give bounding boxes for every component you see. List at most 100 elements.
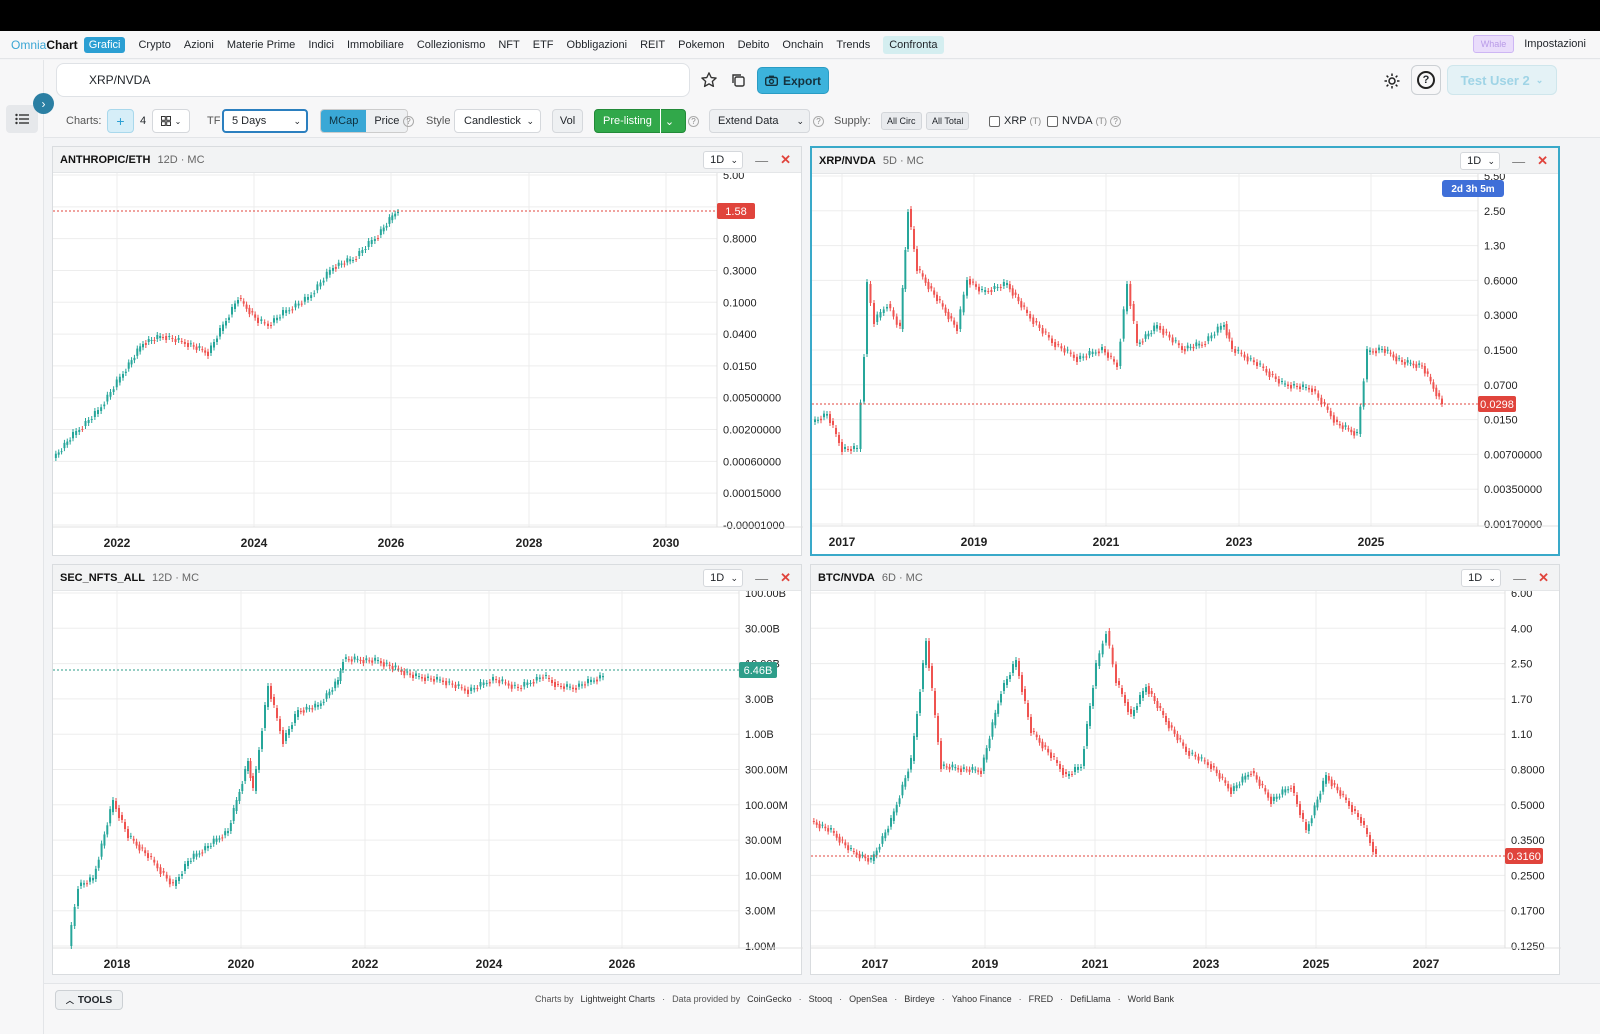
close-icon[interactable]: ✕: [780, 152, 791, 167]
candle-body: [276, 317, 278, 321]
credit-link[interactable]: Lightweight Charts: [580, 994, 656, 1004]
nav-item-indici[interactable]: Indici: [308, 38, 334, 51]
candle-body: [1144, 334, 1147, 339]
candle-body: [1234, 349, 1237, 353]
credit-link[interactable]: OpenSea: [849, 994, 888, 1004]
nav-item-debito[interactable]: Debito: [737, 38, 770, 51]
credit-link[interactable]: Yahoo Finance: [951, 994, 1012, 1004]
sidebar-expand-button[interactable]: ›: [33, 93, 54, 114]
candle-body: [1186, 345, 1189, 349]
help-button[interactable]: ?: [1411, 65, 1441, 95]
candle-body: [207, 351, 209, 356]
symbol-search-input[interactable]: XRP/NVDA: [56, 63, 690, 97]
credit-link[interactable]: FRED: [1028, 994, 1054, 1004]
y-tick-label: 0.00170000: [1484, 519, 1542, 531]
candle-body: [204, 846, 207, 851]
close-icon[interactable]: ✕: [1538, 570, 1549, 585]
nav-item-grafici[interactable]: Grafici: [83, 36, 126, 53]
chart-panel-1[interactable]: ANTHROPIC/ETH 12D · MC 1D⌄ — ✕ 5.002.000…: [52, 146, 803, 557]
volume-toggle[interactable]: Vol: [552, 109, 583, 133]
nav-item-onchain[interactable]: Onchain: [782, 38, 824, 51]
favorite-star-icon[interactable]: [699, 70, 719, 90]
countdown-label: 2d 3h 5m: [1451, 184, 1494, 195]
nav-item-obbligazioni[interactable]: Obbligazioni: [566, 38, 628, 51]
chart-timeframe-select[interactable]: 1D ⌄: [1461, 569, 1502, 587]
credit-link[interactable]: Stooq: [808, 994, 833, 1004]
chart-timeframe-select[interactable]: 1D ⌄: [703, 569, 744, 587]
chart-panel-2[interactable]: XRP/NVDA 5D · MC 1D ⌄ — ✕ 5.50 2.50 1.30 0.6…: [810, 146, 1560, 556]
prelisting-help-icon[interactable]: ?: [688, 109, 699, 133]
chart-panel-3[interactable]: SEC_NFTS_ALL 12D · MC 1D ⌄ — ✕ 100.00B 30.…: [52, 564, 803, 976]
nav-item-crypto[interactable]: Crypto: [138, 38, 171, 51]
chart-symbol: XRP/NVDA: [819, 154, 876, 167]
mcap-help-icon[interactable]: ?: [403, 109, 414, 133]
whale-badge[interactable]: Whale: [1472, 35, 1515, 53]
chart-canvas[interactable]: 5.50 2.50 1.30 0.6000 0.3000 0.1500 0.0700 0.01…: [812, 174, 1558, 554]
copy-icon[interactable]: [728, 70, 748, 90]
minimize-icon[interactable]: —: [755, 152, 769, 168]
candle-body: [928, 641, 930, 668]
close-icon[interactable]: ✕: [780, 570, 791, 585]
style-select[interactable]: Candlestick ⌄: [454, 109, 541, 133]
nav-item-trends[interactable]: Trends: [836, 38, 871, 51]
chart-timeframe-select[interactable]: 1D ⌄: [1460, 152, 1501, 170]
credit-link[interactable]: Birdeye: [904, 994, 935, 1004]
candle-body: [971, 767, 974, 770]
candle-body: [328, 691, 331, 696]
chart-timeframe-select[interactable]: 1D ⌄: [703, 151, 744, 169]
nav-item-collezionismo[interactable]: Collezionismo: [416, 38, 486, 51]
nvda-checkbox-box[interactable]: [1047, 115, 1058, 127]
x-tick-label: 2026: [609, 957, 636, 971]
all-total-button[interactable]: All Total: [926, 112, 970, 130]
extend-help-icon[interactable]: ?: [813, 109, 824, 133]
all-circ-button[interactable]: All Circ: [881, 112, 922, 130]
nav-item-immobiliare[interactable]: Immobiliare: [347, 38, 404, 51]
candle-body: [168, 336, 171, 337]
chart-canvas[interactable]: 100.00B30.00B10.00B3.00B1.00B300.00M100.…: [53, 591, 803, 976]
supply-help-icon[interactable]: ?: [1110, 115, 1122, 127]
user-menu-button[interactable]: Test User 2 ⌄: [1447, 65, 1557, 95]
add-chart-button[interactable]: +: [107, 109, 134, 133]
export-button[interactable]: Export: [757, 67, 829, 94]
timeframe-select[interactable]: 5 Days ⌄: [222, 109, 308, 133]
minimize-icon[interactable]: —: [755, 570, 769, 586]
chevron-down-icon[interactable]: ⌄: [659, 109, 678, 133]
layout-select[interactable]: ⌄: [152, 109, 190, 133]
nav-item-reit[interactable]: REIT: [640, 38, 666, 51]
candle-body: [1038, 738, 1041, 743]
settings-link[interactable]: Impostazioni: [1524, 38, 1586, 50]
nav-item-azioni[interactable]: Azioni: [183, 38, 214, 51]
tools-button[interactable]: ︿ TOOLS: [55, 990, 123, 1010]
nav-item-materie-prime[interactable]: Materie Prime: [226, 38, 296, 51]
candle-body: [334, 681, 337, 689]
mcap-toggle[interactable]: MCap: [321, 110, 367, 132]
candle-body: [337, 262, 340, 266]
price-toggle[interactable]: Price: [366, 110, 408, 132]
tools-label: TOOLS: [77, 994, 113, 1006]
credit-link[interactable]: CoinGecko: [747, 994, 792, 1004]
candle-body: [1168, 334, 1171, 338]
extend-data-button[interactable]: Extend Data ⌄: [709, 109, 810, 133]
prelisting-toggle[interactable]: Pre-listing ⌄: [594, 109, 686, 133]
credit-link[interactable]: World Bank: [1127, 994, 1174, 1004]
nvda-checkbox[interactable]: NVDA (T) ?: [1047, 109, 1122, 133]
chart-canvas[interactable]: 5.002.000.80000.30000.10000.04000.01500.…: [53, 173, 803, 557]
nav-item-confronta[interactable]: Confronta: [883, 35, 944, 54]
y-tick-label: 0.00700000: [1484, 449, 1542, 461]
close-icon[interactable]: ✕: [1537, 153, 1548, 168]
candle-body: [1101, 643, 1104, 655]
minimize-icon[interactable]: —: [1513, 570, 1527, 586]
nav-item-pokemon[interactable]: Pokemon: [678, 38, 725, 51]
candle-body: [947, 311, 950, 320]
credit-link[interactable]: DefiLlama: [1070, 994, 1111, 1004]
watchlist-button[interactable]: [6, 105, 38, 133]
xrp-checkbox-box[interactable]: [989, 115, 1000, 127]
theme-toggle[interactable]: [1378, 68, 1406, 94]
nav-item-nft[interactable]: NFT: [498, 38, 520, 51]
logo[interactable]: OmniaChart: [11, 37, 78, 52]
nav-item-etf[interactable]: ETF: [532, 38, 554, 51]
minimize-icon[interactable]: —: [1512, 153, 1526, 169]
chart-panel-4[interactable]: BTC/NVDA 6D · MC 1D ⌄ — ✕ 6.00 4.00 2.50 1.7…: [810, 564, 1561, 976]
xrp-checkbox[interactable]: XRP (T): [989, 109, 1041, 133]
chart-canvas[interactable]: 6.00 4.00 2.50 1.70 1.10 0.8000 0.5000 0.3500 0.…: [811, 591, 1561, 976]
